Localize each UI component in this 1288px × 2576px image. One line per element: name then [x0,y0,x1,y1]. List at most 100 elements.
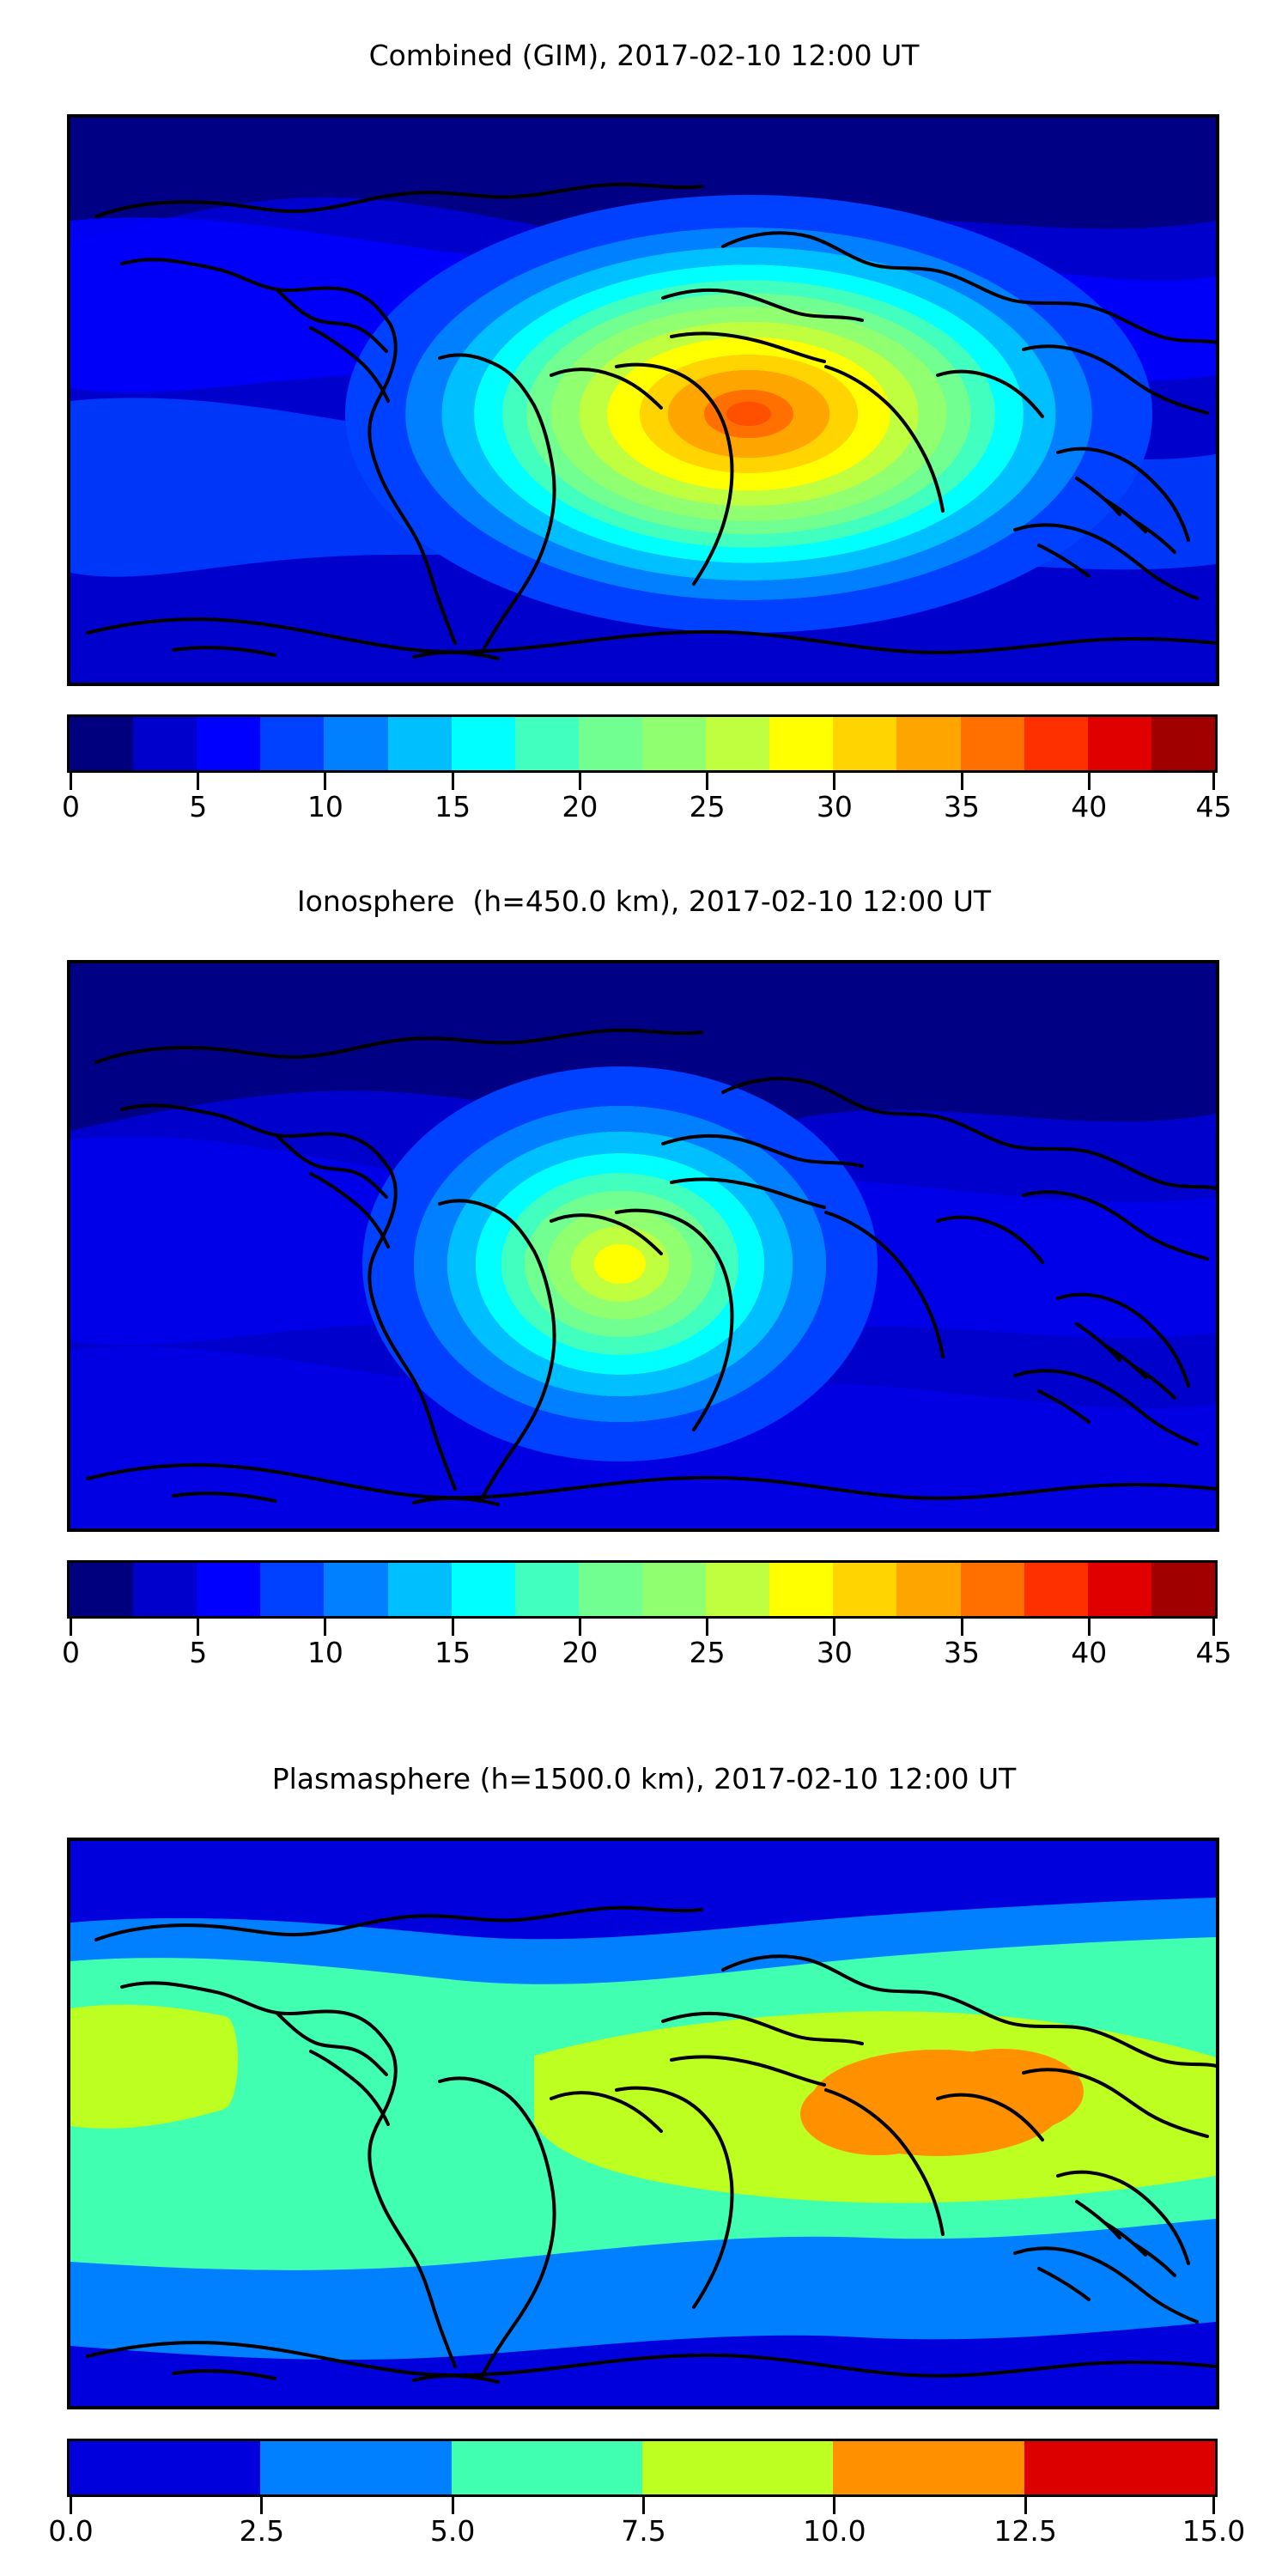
colorbar-segment [706,1563,770,1616]
colorbar-tick-label: 40 [1071,1636,1108,1669]
panel-ionosphere: Ionosphere (h=450.0 km), 2017-02-10 12:0… [0,846,1288,1713]
colorbar-plasmasphere: 0.0 2.5 5.0 7.5 10.0 12.5 15.0 [48,2439,1245,2555]
colorbar-segment [197,1563,261,1616]
colorbar-tick [1087,1619,1091,1636]
colorbar-ticks-plasmasphere [67,2497,1218,2516]
map-combined-gim[interactable] [67,114,1219,686]
colorbar-tick-label: 5.0 [429,2514,476,2548]
colorbar-segment [133,1563,197,1616]
colorbar-tick [197,1619,200,1636]
colorbar-tick-label: 45 [1195,790,1232,823]
colorbar-segment [387,717,452,770]
colorbar-ionosphere: 0 5 10 15 20 25 30 35 40 45 [62,1560,1232,1677]
map-inner-combined [70,118,1216,683]
map-plasmasphere[interactable] [67,1838,1219,2409]
colorbar-tick-label: 10 [307,790,343,823]
colorbar-tick-label: 30 [816,790,853,823]
colorbar-segment [260,717,325,770]
colorbar-segment [960,717,1024,770]
colorbar-tick [451,1619,454,1636]
colorbar-segment [706,717,770,770]
panel-title-combined: Combined (GIM), 2017-02-10 12:00 UT [368,39,920,72]
colorbar-tick [1212,1619,1215,1636]
coastlines-combined [86,182,1216,660]
panel-title-plasmasphere: Plasmasphere (h=1500.0 km), 2017-02-10 1… [271,1762,1017,1795]
colorbar-segment [1024,1563,1088,1616]
colorbar-tick-label: 40 [1071,790,1108,823]
colorbar-segment [833,2441,1024,2494]
colorbar-segment [197,717,261,770]
colorbar-tick [197,773,200,790]
colorbar-tick [578,1619,581,1636]
colorbar-segment [133,717,197,770]
colorbar-tick [833,773,836,790]
colorbar-segment [1151,717,1215,770]
colorbar-tick-label: 20 [562,790,598,823]
colorbar-tick-label: 15 [434,790,471,823]
colorbar-tick-label: 15 [434,1636,471,1669]
colorbar-segment [260,2441,452,2494]
colorbar-segment [896,717,961,770]
colorbar-segment [451,717,515,770]
colorbar-tick [70,1619,72,1636]
colorbar-tick-label: 35 [944,1636,981,1669]
colorbar-tick [960,773,963,790]
colorbar-tick-label: 12.5 [993,2514,1057,2548]
colorbar-segment [514,1563,579,1616]
colorbar-tick-label: 0.0 [48,2514,94,2548]
colorbar-segment [769,717,834,770]
colorbar-segment [833,1563,897,1616]
colorbar-segment [70,717,134,770]
colorbar-ticks-combined [67,773,1218,792]
colorbar-segment [260,1563,325,1616]
colorbar-segment [578,1563,642,1616]
colorbar-tick [1212,2497,1215,2514]
colorbar-tick-label: 45 [1195,1636,1232,1669]
colorbar-tick [260,2497,264,2514]
colorbar-bar-plasmasphere[interactable] [67,2439,1218,2497]
colorbar-tick-label: 2.5 [239,2514,285,2548]
colorbar-tick [578,773,581,790]
colorbar-tick-label: 25 [689,1636,726,1669]
colorbar-labels-ionosphere: 0 5 10 15 20 25 30 35 40 45 [62,1636,1232,1677]
colorbar-tick [324,773,327,790]
colorbar-tick-label: 7.5 [621,2514,666,2548]
colorbar-tick-label: 25 [689,790,726,823]
colorbar-bar-ionosphere[interactable] [67,1560,1218,1619]
colorbar-segment [896,1563,961,1616]
colorbar-segment [960,1563,1024,1616]
colorbar-labels-combined: 0 5 10 15 20 25 30 35 40 45 [62,790,1232,831]
colorbar-labels-plasmasphere: 0.0 2.5 5.0 7.5 10.0 12.5 15.0 [48,2514,1245,2555]
map-ionosphere[interactable] [67,960,1219,1532]
map-inner-plasmasphere [70,1841,1216,2406]
colorbar-tick [706,1619,709,1636]
colorbar-segment [70,1563,134,1616]
colorbar-bar-combined[interactable] [67,714,1218,773]
colorbar-tick [70,2497,72,2514]
contour-field-plasmasphere [70,1841,1216,2406]
colorbar-segment [1087,1563,1151,1616]
coastlines-plasmasphere [86,1905,1216,2384]
colorbar-tick [960,1619,963,1636]
colorbar-tick-label: 5 [189,790,208,823]
coastlines-ionosphere [86,1028,1216,1506]
colorbar-combined: 0 5 10 15 20 25 30 35 40 45 [62,714,1232,831]
colorbar-ticks-ionosphere [67,1619,1218,1637]
colorbar-tick-label: 0 [62,790,80,823]
colorbar-segment [387,1563,452,1616]
colorbar-segment [578,717,642,770]
colorbar-segment [1151,1563,1215,1616]
colorbar-tick-label: 20 [562,1636,598,1669]
colorbar-tick [324,1619,327,1636]
contour-field-ionosphere [70,963,1216,1528]
colorbar-segment [833,717,897,770]
colorbar-segment [1024,2441,1215,2494]
colorbar-tick-label: 35 [944,790,981,823]
panel-combined-gim: Combined (GIM), 2017-02-10 12:00 UT [0,0,1288,867]
colorbar-tick [1087,773,1091,790]
colorbar-tick [642,2497,645,2514]
panel-plasmasphere: Plasmasphere (h=1500.0 km), 2017-02-10 1… [0,1713,1288,2576]
colorbar-tick-label: 30 [816,1636,853,1669]
colorbar-segment [514,717,579,770]
colorbar-tick [706,773,709,790]
